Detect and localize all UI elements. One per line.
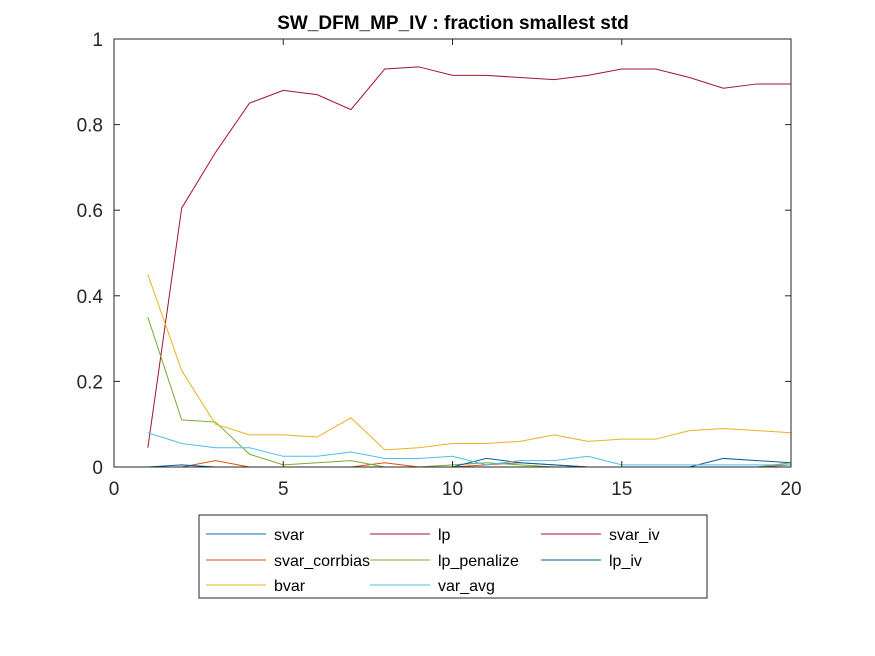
plot-area bbox=[114, 39, 791, 467]
y-tick-label: 0.4 bbox=[77, 287, 104, 308]
x-tick-label: 20 bbox=[780, 479, 801, 500]
y-tick-label: 0.6 bbox=[77, 201, 103, 222]
series-line-var-avg bbox=[147, 432, 791, 466]
legend-label-lp: lp bbox=[438, 527, 451, 544]
y-tick-label: 0.2 bbox=[77, 372, 103, 393]
y-tick-label: 1 bbox=[92, 30, 103, 51]
legend-label-svar: svar bbox=[274, 527, 305, 544]
legend-label-svar-iv: svar_iv bbox=[609, 527, 660, 544]
legend-label-svar-corrbias: svar_corrbias bbox=[274, 553, 370, 570]
y-tick-label: 0 bbox=[92, 458, 103, 479]
legend-label-lp-iv: lp_iv bbox=[609, 553, 642, 570]
x-tick-label: 15 bbox=[611, 479, 632, 500]
legend-box bbox=[198, 514, 708, 599]
y-tick-label: 0.8 bbox=[77, 116, 103, 137]
x-tick-label: 10 bbox=[442, 479, 463, 500]
chart-title: SW_DFM_MP_IV : fraction smallest std bbox=[277, 13, 629, 34]
x-tick-label: 5 bbox=[278, 479, 289, 500]
legend-label-var-avg: var_avg bbox=[438, 578, 495, 595]
legend-label-bvar: bvar bbox=[274, 578, 306, 595]
x-tick-label: 0 bbox=[109, 479, 120, 500]
legend: svar lp svar_iv svar_corrbias lp_penalize lp_… bbox=[198, 514, 708, 599]
legend-label-lp-penalize: lp_penalize bbox=[438, 553, 519, 570]
series-line-svar-iv bbox=[147, 66, 791, 448]
series-line-bvar bbox=[147, 274, 792, 451]
ticks-layer: 0 5 10 15 20 0 0.2 0.4 0.6 0.8 1 bbox=[77, 30, 802, 500]
